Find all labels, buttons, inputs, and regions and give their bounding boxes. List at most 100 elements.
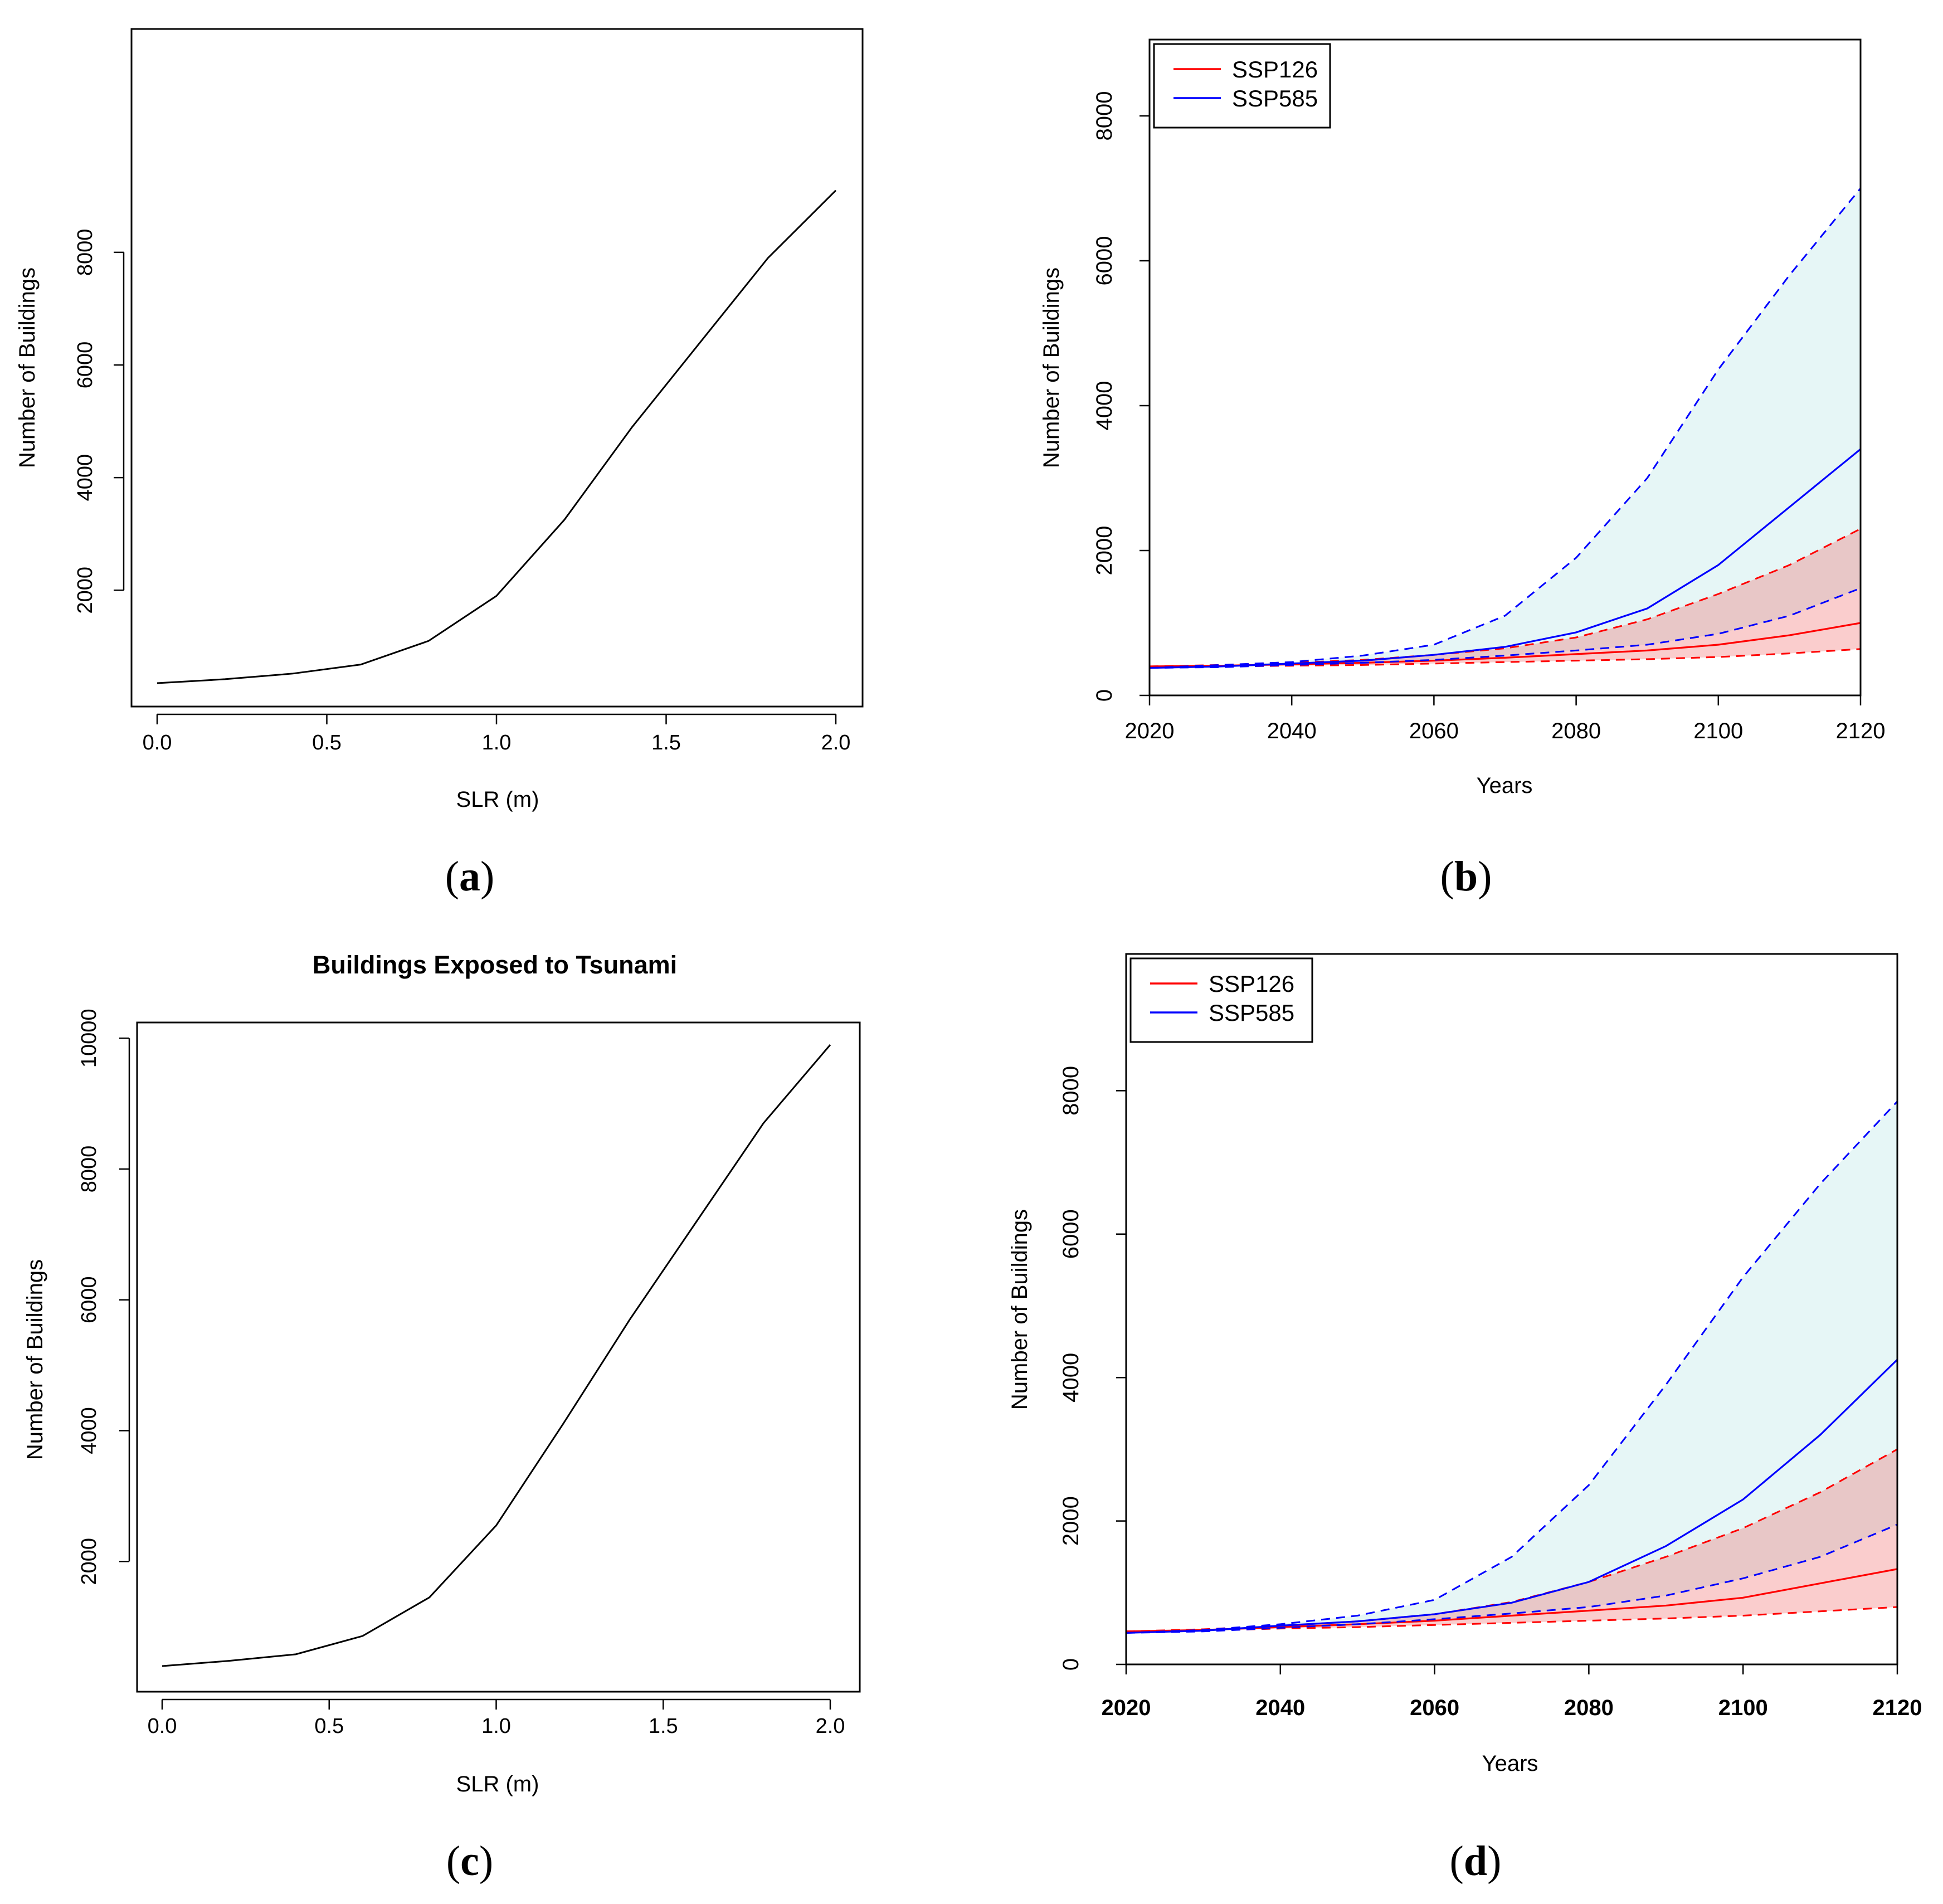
y-axis-label: Number of Buildings [1039, 267, 1064, 468]
series-ssp585-lower-bound [1126, 1523, 1897, 1634]
panel-label: (d) [1450, 1838, 1502, 1884]
legend-label-ssp126: SSP126 [1209, 971, 1294, 997]
y-tick-label: 0 [1059, 1658, 1083, 1671]
y-tick-label: 4000 [1059, 1353, 1083, 1403]
x-tick-label: 1.0 [481, 1715, 511, 1738]
series-ssp585-upper-bound [1126, 1100, 1897, 1634]
series-ssp126-upper-bound [1150, 528, 1861, 668]
y-axis-label: Number of Buildings [23, 1259, 47, 1460]
panel-paren-open: ( [1440, 853, 1454, 900]
plot-frame [1148, 38, 1862, 697]
y-tick-label: 6000 [1059, 1209, 1083, 1259]
x-tick-label: 1.5 [649, 1715, 678, 1738]
legend: SSP126 SSP585 [1153, 43, 1331, 129]
plot-frame [1125, 953, 1898, 1666]
panel-letter: c [460, 1838, 479, 1884]
x-axis-label: Years [1482, 1751, 1538, 1776]
y-tick-label: 6000 [74, 342, 97, 389]
panel-paren-close: ) [480, 853, 494, 900]
legend-box [1129, 957, 1313, 1043]
panel-paren-open: ( [445, 853, 459, 900]
panel-paren-open: ( [446, 1838, 460, 1884]
y-tick-label: 8000 [77, 1146, 101, 1193]
panel-label: (b) [1440, 853, 1492, 900]
x-tick-label: 0.0 [148, 1715, 177, 1738]
x-tick-label: 0.0 [143, 731, 172, 754]
x-tick-label: 1.5 [651, 731, 681, 754]
series-line [157, 189, 837, 684]
x-tick-label: 2020 [1125, 719, 1175, 743]
panel-letter: d [1464, 1838, 1487, 1884]
band-ssp126 [1150, 529, 1861, 666]
y-tick-label: 2000 [74, 567, 97, 614]
x-tick-label: 1.0 [482, 731, 512, 754]
series-ssp585-median [1150, 448, 1861, 669]
y-tick-label: 2000 [1059, 1496, 1083, 1546]
y-tick-label: 8000 [1059, 1066, 1083, 1116]
panel-label: (c) [446, 1838, 493, 1884]
x-axis-label: SLR (m) [456, 787, 539, 812]
plot-frame [130, 28, 864, 708]
x-tick-label: 2100 [1718, 1696, 1768, 1720]
x-tick-label: 2100 [1693, 719, 1743, 743]
y-tick-label: 2000 [1092, 526, 1117, 576]
panel-paren-close: ) [1487, 1838, 1501, 1884]
plot-area [157, 189, 837, 684]
chart-panel-c: 0.0 0.5 1.0 1.5 2.0 2000 4000 6000 8000 10000 SLR … [23, 951, 861, 1884]
panel-paren-open: ( [1450, 1838, 1464, 1884]
y-tick-label: 8000 [74, 229, 97, 276]
plot-frame [136, 1021, 861, 1693]
chart-panel-a: 0.0 0.5 1.0 1.5 2.0 2000 4000 6000 8000 SLR (m) Nu… [15, 28, 864, 900]
y-tick-label: 0 [1092, 689, 1117, 702]
panel-paren-close: ) [1478, 853, 1492, 900]
chart-title: Buildings Exposed to Tsunami [313, 951, 677, 979]
legend: SSP126 SSP585 [1129, 957, 1313, 1043]
series-line [162, 1044, 831, 1667]
x-tick-label: 2120 [1836, 719, 1886, 743]
x-tick-label: 2020 [1102, 1696, 1151, 1720]
y-tick-label: 6000 [77, 1276, 101, 1323]
x-tick-label: 2.0 [816, 1715, 845, 1738]
plot-area [1126, 1100, 1897, 1634]
y-tick-label: 8000 [1092, 91, 1117, 141]
panel-letter: b [1454, 853, 1478, 900]
panel-label: (a) [445, 853, 495, 900]
y-tick-label: 4000 [77, 1407, 101, 1454]
y-tick-label: 4000 [1092, 381, 1117, 431]
band-ssp585 [1126, 1101, 1897, 1633]
x-axis-label: SLR (m) [456, 1772, 539, 1796]
legend-label-ssp585: SSP585 [1232, 85, 1318, 111]
legend-box [1153, 43, 1331, 129]
y-tick-label: 10000 [77, 1009, 101, 1068]
x-tick-label: 2060 [1410, 1696, 1459, 1720]
x-tick-label: 2040 [1267, 719, 1317, 743]
band-ssp126 [1126, 1449, 1897, 1632]
x-tick-label: 2060 [1409, 719, 1459, 743]
x-tick-label: 2120 [1873, 1696, 1922, 1720]
x-tick-label: 2040 [1255, 1696, 1305, 1720]
y-tick-label: 4000 [74, 454, 97, 501]
chart-panel-b: 2020 2040 2060 2080 2100 2120 0 2000 4000 6000 800… [1039, 38, 1886, 900]
y-axis-label: Number of Buildings [1007, 1209, 1032, 1410]
series-ssp585-lower-bound [1150, 587, 1861, 669]
series-ssp126-lower-bound [1150, 648, 1861, 668]
legend-label-ssp585: SSP585 [1209, 1000, 1294, 1026]
x-tick-label: 2.0 [821, 731, 851, 754]
y-tick-label: 2000 [77, 1538, 101, 1585]
panel-paren-close: ) [479, 1838, 493, 1884]
band-ssp585 [1150, 188, 1861, 668]
plot-area [1150, 188, 1861, 669]
y-tick-label: 6000 [1092, 236, 1117, 286]
legend-label-ssp126: SSP126 [1232, 56, 1318, 82]
x-tick-label: 0.5 [312, 731, 342, 754]
plot-area [162, 1044, 831, 1667]
x-tick-label: 2080 [1551, 719, 1601, 743]
panel-letter: a [459, 853, 480, 900]
series-ssp585-median [1126, 1358, 1897, 1634]
chart-panel-d: 2020 2040 2060 2080 2100 2120 0 2000 4000 6000 800… [1007, 953, 1922, 1884]
x-tick-label: 2080 [1564, 1696, 1614, 1720]
x-tick-label: 0.5 [314, 1715, 344, 1738]
x-axis-label: Years [1477, 773, 1533, 798]
series-ssp585-upper-bound [1150, 188, 1861, 669]
